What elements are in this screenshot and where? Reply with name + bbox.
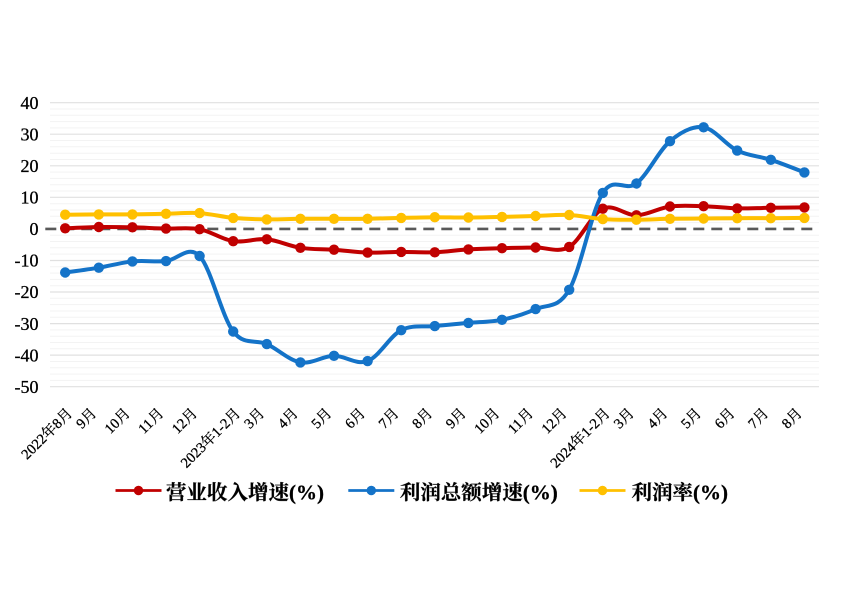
svg-text:(%): (%) (693, 481, 728, 505)
svg-text:(%): (%) (289, 481, 324, 505)
svg-text:-10: -10 (15, 251, 39, 271)
svg-text:10: 10 (21, 188, 39, 208)
svg-text:30: 30 (21, 124, 39, 144)
svg-text:(%): (%) (523, 481, 558, 505)
svg-text:0: 0 (30, 219, 39, 239)
svg-text:20: 20 (21, 156, 39, 176)
svg-text:-30: -30 (15, 314, 39, 334)
svg-text:-50: -50 (15, 377, 39, 397)
svg-text:-40: -40 (15, 345, 39, 365)
svg-text:40: 40 (21, 93, 39, 113)
svg-text:-20: -20 (15, 282, 39, 302)
